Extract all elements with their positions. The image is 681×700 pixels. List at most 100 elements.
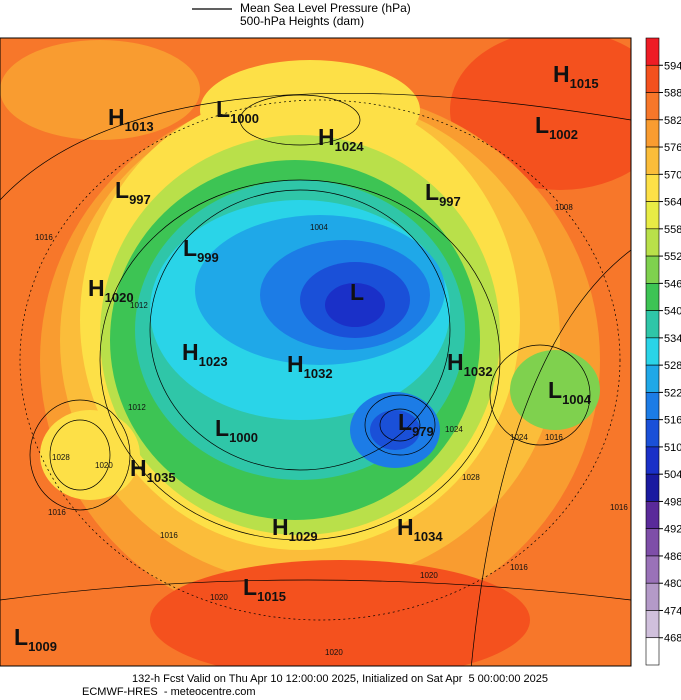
colorbar-label: 492 <box>664 524 681 536</box>
center-letter: H <box>447 349 464 375</box>
pressure-center: L1000 <box>215 415 258 445</box>
colorbar-box <box>645 364 660 393</box>
center-value: 979 <box>412 424 434 439</box>
center-value: 1023 <box>199 354 228 369</box>
colorbar-box <box>645 255 660 284</box>
legend-pressure: Mean Sea Level Pressure (hPa) <box>240 1 411 15</box>
center-letter: H <box>182 339 199 365</box>
center-letter: L <box>398 409 412 435</box>
pressure-center: L <box>350 279 364 305</box>
colorbar-label: 546 <box>664 278 681 290</box>
center-letter: H <box>272 514 289 540</box>
contour-label: 1024 <box>510 433 528 442</box>
center-letter: L <box>535 112 549 138</box>
pressure-center: L1009 <box>14 624 57 654</box>
pressure-center: H1029 <box>272 514 318 544</box>
center-value: 1015 <box>570 76 599 91</box>
center-value: 1029 <box>289 529 318 544</box>
colorbar-box <box>645 473 660 502</box>
center-value: 1000 <box>230 111 259 126</box>
colorbar-label: 474 <box>664 605 681 617</box>
colorbar-box <box>645 610 660 639</box>
pressure-center: L1015 <box>243 574 286 604</box>
center-letter: L <box>350 279 364 305</box>
colorbar-label: 486 <box>664 551 681 563</box>
colorbar-label: 498 <box>664 496 681 508</box>
pressure-center: L1004 <box>548 377 592 407</box>
pressure-center: H1023 <box>182 339 228 369</box>
pressure-center: H1020 <box>88 275 134 305</box>
contour-label: 1028 <box>462 473 480 482</box>
center-value: 1035 <box>147 470 176 485</box>
center-letter: L <box>548 377 562 403</box>
colorbar-label: 594 <box>664 60 681 72</box>
colorbar-label: 570 <box>664 169 681 181</box>
colorbar-box <box>645 201 660 230</box>
colorbar-box <box>645 555 660 584</box>
colorbar-box <box>645 283 660 311</box>
colorbar-label: 552 <box>664 251 681 263</box>
center-value: 1000 <box>229 430 258 445</box>
legend-heights: 500-hPa Heights (dam) <box>240 14 364 28</box>
pressure-center: H1035 <box>130 455 176 485</box>
colorbar-box <box>645 64 660 93</box>
footer-line1: 132-h Fcst Valid on Thu Apr 10 12:00:00 … <box>132 673 548 685</box>
center-letter: H <box>553 61 570 87</box>
colorbar-label: 504 <box>664 469 681 481</box>
center-value: 1015 <box>257 589 286 604</box>
pressure-center: L1000 <box>216 96 259 126</box>
colorbar-label: 588 <box>664 88 681 100</box>
contour-label: 1016 <box>545 433 563 442</box>
center-letter: L <box>243 574 257 600</box>
contour-label: 1016 <box>48 508 66 517</box>
pressure-center: H1013 <box>108 104 154 134</box>
colorbar-label: 522 <box>664 387 681 399</box>
center-value: 997 <box>129 192 151 207</box>
colorbar-box <box>645 174 660 202</box>
colorbar-box <box>645 37 660 66</box>
contour-label: 1016 <box>510 563 528 572</box>
colorbar-box <box>645 582 660 611</box>
contour-label: 1012 <box>130 301 148 310</box>
center-letter: L <box>215 415 229 441</box>
center-letter: L <box>183 235 197 261</box>
center-letter: H <box>397 514 414 540</box>
center-value: 1024 <box>335 139 365 154</box>
contour-label: 1016 <box>160 531 178 540</box>
colorbar-label: 576 <box>664 142 681 154</box>
colorbar-box <box>645 446 660 475</box>
pressure-center: H1015 <box>553 61 599 91</box>
colorbar-box <box>645 419 660 448</box>
contour-label: 1020 <box>420 571 438 580</box>
contour-label: 1004 <box>310 223 328 232</box>
colorbar-label: 564 <box>664 197 681 209</box>
contour-label: 1020 <box>325 648 343 657</box>
pressure-center: H1032 <box>447 349 493 379</box>
colorbar-box <box>645 501 660 529</box>
colorbar-box <box>645 392 660 420</box>
contour-label: 1016 <box>610 503 628 512</box>
pressure-center: H1024 <box>318 124 364 154</box>
center-value: 1034 <box>414 529 444 544</box>
center-letter: H <box>108 104 125 130</box>
pressure-center: H1034 <box>397 514 443 544</box>
map <box>0 38 631 666</box>
contour-label: 1024 <box>445 425 463 434</box>
colorbar-box <box>645 310 660 339</box>
colorbar-box <box>645 337 660 366</box>
center-letter: L <box>14 624 28 650</box>
colorbar-box <box>645 528 660 557</box>
colorbar-box <box>645 119 660 148</box>
contour-label: 1020 <box>95 461 113 470</box>
footer-line2: ECMWF-HRES - meteocentre.com <box>82 686 256 698</box>
colorbar-label: 510 <box>664 442 681 454</box>
colorbar-label: 528 <box>664 360 681 372</box>
center-value: 1020 <box>105 290 134 305</box>
center-letter: L <box>216 96 230 122</box>
colorbar-label: 480 <box>664 578 681 590</box>
center-letter: H <box>130 455 147 481</box>
center-letter: L <box>115 177 129 203</box>
center-value: 1009 <box>28 639 57 654</box>
contour-label: 1012 <box>128 403 146 412</box>
